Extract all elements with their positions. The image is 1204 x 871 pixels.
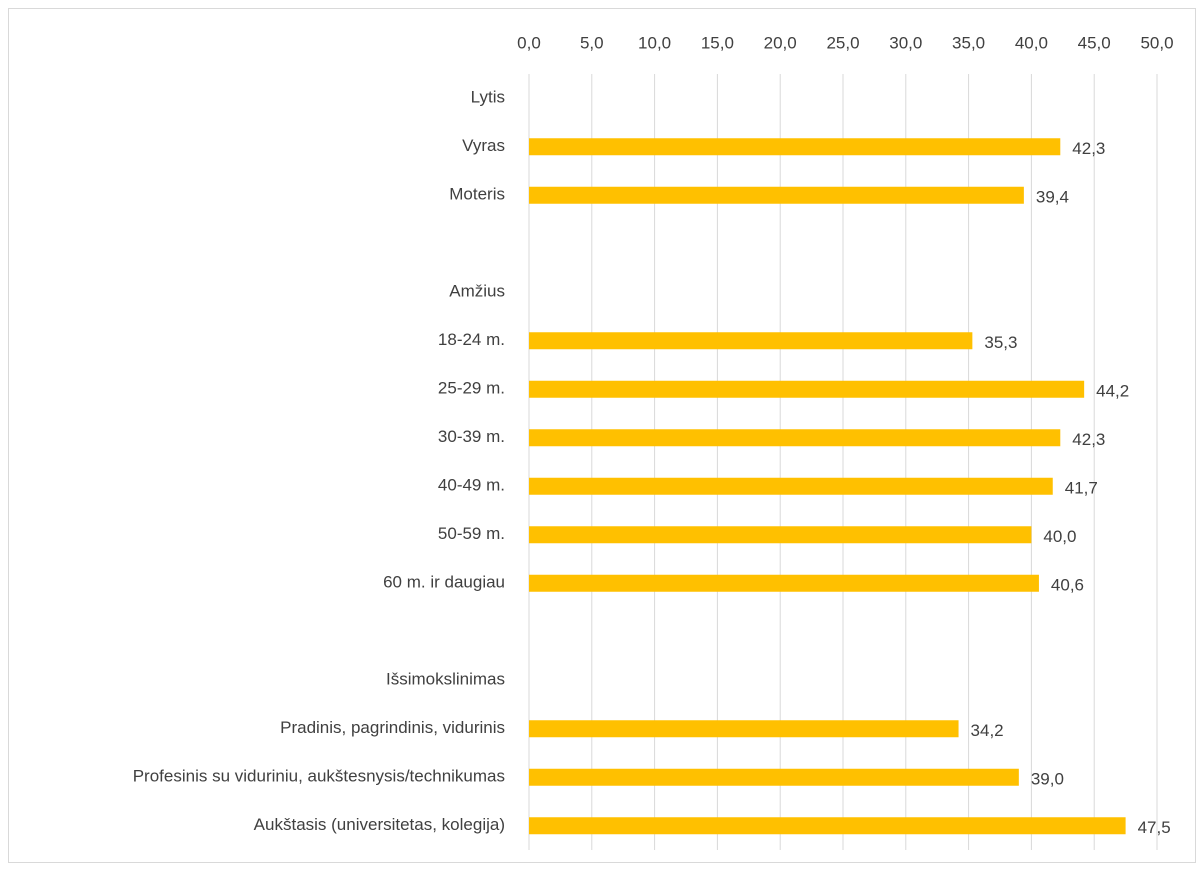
y-tick-label: Amžius — [449, 282, 505, 301]
y-tick-label: 25-29 m. — [438, 379, 505, 398]
data-label: 40,0 — [1043, 527, 1076, 546]
x-tick-label: 5,0 — [580, 33, 604, 52]
y-tick-label: Profesinis su viduriniu, aukštesnysis/te… — [133, 767, 505, 786]
y-tick-label: Išsimokslinimas — [386, 670, 505, 689]
y-tick-label: 40-49 m. — [438, 476, 505, 495]
chart-border — [8, 8, 1196, 863]
bar — [529, 817, 1126, 835]
x-tick-label: 50,0 — [1140, 33, 1173, 52]
x-tick-label: 35,0 — [952, 33, 985, 52]
data-label: 35,3 — [984, 333, 1017, 352]
data-label: 40,6 — [1051, 576, 1084, 595]
data-label: 47,5 — [1138, 818, 1171, 837]
bar — [529, 720, 959, 738]
data-label: 34,2 — [971, 721, 1004, 740]
data-label: 44,2 — [1096, 382, 1129, 401]
y-tick-label: Pradinis, pagrindinis, vidurinis — [280, 718, 505, 737]
y-tick-label: 60 m. ir daugiau — [383, 573, 505, 592]
bar — [529, 186, 1024, 204]
bar — [529, 574, 1039, 592]
y-tick-label: 30-39 m. — [438, 427, 505, 446]
y-tick-label: 18-24 m. — [438, 330, 505, 349]
x-tick-label: 25,0 — [826, 33, 859, 52]
bar — [529, 768, 1019, 786]
bar — [529, 380, 1085, 398]
x-tick-label: 45,0 — [1078, 33, 1111, 52]
x-tick-label: 40,0 — [1015, 33, 1048, 52]
bar — [529, 429, 1061, 447]
bar — [529, 526, 1032, 544]
y-tick-label: Moteris — [449, 185, 505, 204]
x-tick-label: 10,0 — [638, 33, 671, 52]
x-tick-label: 30,0 — [889, 33, 922, 52]
bar — [529, 332, 973, 350]
x-tick-label: 0,0 — [517, 33, 541, 52]
data-label: 42,3 — [1072, 139, 1105, 158]
data-label: 41,7 — [1065, 479, 1098, 498]
y-tick-label: Aukštasis (universitetas, kolegija) — [254, 815, 505, 834]
y-tick-label: Lytis — [471, 88, 505, 107]
x-tick-label: 20,0 — [764, 33, 797, 52]
bar — [529, 138, 1061, 156]
y-tick-label: 50-59 m. — [438, 524, 505, 543]
data-label: 42,3 — [1072, 430, 1105, 449]
data-label: 39,0 — [1031, 770, 1064, 789]
bar — [529, 477, 1053, 495]
x-tick-label: 15,0 — [701, 33, 734, 52]
data-label: 39,4 — [1036, 188, 1069, 207]
y-tick-label: Vyras — [462, 136, 505, 155]
